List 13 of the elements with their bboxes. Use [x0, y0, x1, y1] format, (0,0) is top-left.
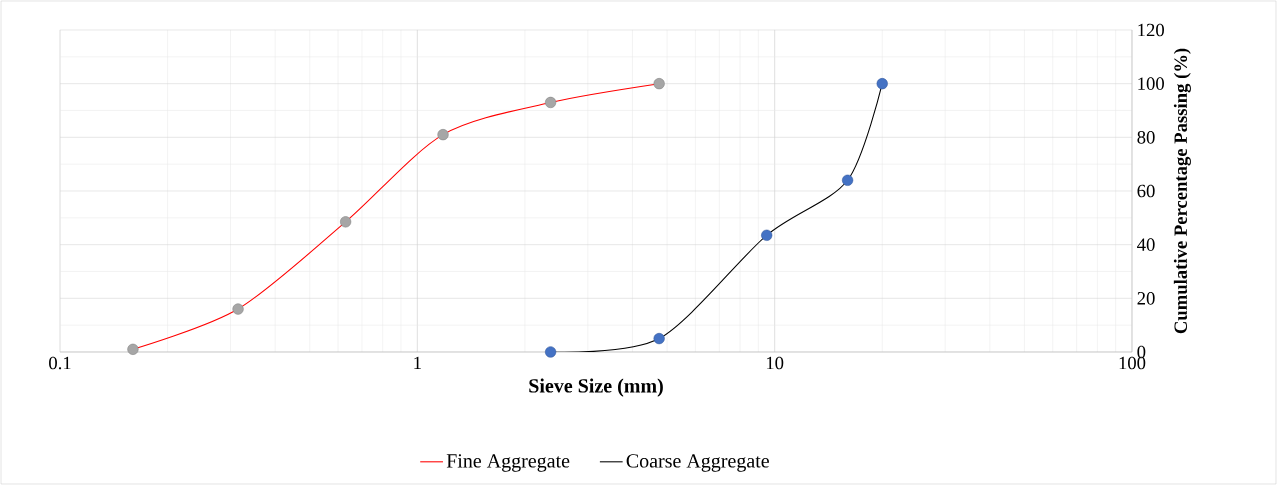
y-tick-label: 120 — [1138, 23, 1164, 37]
y-tick-label: 60 — [1137, 184, 1155, 198]
y-tick-label: 100 — [1138, 77, 1164, 90]
y-axis-title: Cumulative Percentage Passing (%) — [1173, 48, 1191, 334]
y-tick-label: 40 — [1137, 238, 1155, 251]
x-tick-label: 0.1 — [49, 356, 71, 370]
y-tick-label: 20 — [1137, 292, 1155, 305]
y-tick-label: 80 — [1137, 131, 1155, 144]
x-tick-label: 10 — [766, 356, 784, 370]
x-axis-title: Sieve Size (mm) — [529, 378, 663, 397]
x-tick-label: 1 — [414, 356, 421, 370]
legend-label: Coarse Aggregate — [626, 454, 769, 472]
legend-label: Fine Aggregate — [446, 454, 570, 472]
